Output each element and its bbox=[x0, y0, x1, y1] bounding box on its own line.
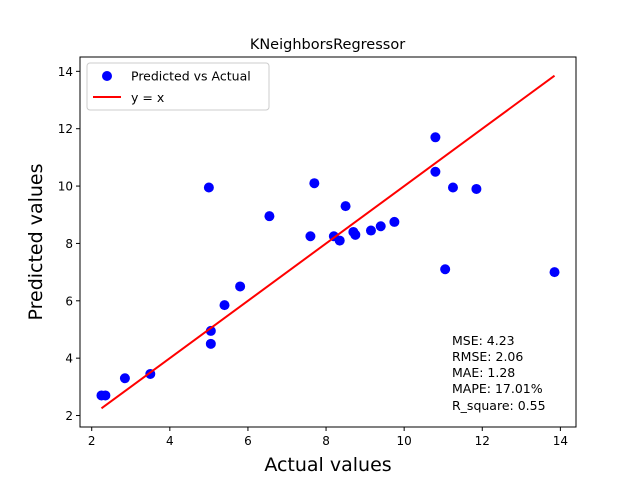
data-point bbox=[205, 338, 216, 349]
y-axis-label: Predicted values bbox=[25, 163, 47, 320]
legend-marker-scatter bbox=[102, 71, 112, 81]
legend-label-scatter: Predicted vs Actual bbox=[131, 69, 251, 84]
y-tick-label: 4 bbox=[65, 352, 73, 366]
x-axis-ticks: 2 4 6 8 10 12 14 bbox=[88, 427, 568, 448]
metrics-annotation: MSE: 4.23 RMSE: 2.06 MAE: 1.28 MAPE: 17.… bbox=[452, 333, 546, 413]
y-tick-label: 2 bbox=[65, 409, 73, 423]
plot-area bbox=[79, 56, 577, 428]
chart-title: KNeighborsRegressor bbox=[250, 37, 405, 53]
data-point bbox=[350, 229, 361, 240]
data-point bbox=[471, 183, 482, 194]
data-point bbox=[205, 325, 216, 336]
data-point bbox=[219, 300, 230, 311]
x-tick-label: 12 bbox=[475, 434, 490, 448]
data-point bbox=[309, 178, 320, 189]
x-tick-label: 6 bbox=[244, 434, 252, 448]
chart-marks bbox=[96, 74, 560, 410]
legend-label-line: y = x bbox=[131, 90, 164, 105]
y-tick-label: 12 bbox=[58, 122, 73, 136]
y-tick-label: 10 bbox=[58, 180, 73, 194]
x-tick-label: 8 bbox=[322, 434, 330, 448]
metric-mae: MAE: 1.28 bbox=[452, 365, 515, 380]
data-point bbox=[235, 281, 246, 292]
data-point bbox=[549, 267, 560, 278]
metric-rmse: RMSE: 2.06 bbox=[452, 349, 523, 364]
metric-r-square: R_square: 0.55 bbox=[452, 398, 546, 413]
x-tick-label: 2 bbox=[88, 434, 96, 448]
identity-line bbox=[100, 74, 556, 410]
data-point bbox=[440, 264, 451, 275]
data-point bbox=[305, 231, 316, 242]
legend: Predicted vs Actual y = x bbox=[86, 62, 270, 111]
data-point bbox=[375, 221, 386, 232]
data-point bbox=[430, 166, 441, 177]
data-point bbox=[334, 235, 345, 246]
legend-frame bbox=[86, 62, 270, 111]
y-tick-label: 6 bbox=[65, 294, 73, 308]
data-point bbox=[119, 373, 130, 384]
y-axis-ticks: 2 4 6 8 10 12 14 bbox=[58, 65, 80, 423]
x-tick-label: 10 bbox=[397, 434, 412, 448]
x-axis-label: Actual values bbox=[264, 454, 391, 476]
data-point bbox=[389, 216, 400, 227]
y-tick-label: 8 bbox=[65, 237, 73, 251]
metric-mse: MSE: 4.23 bbox=[452, 333, 515, 348]
x-tick-label: 14 bbox=[553, 434, 568, 448]
data-point bbox=[100, 390, 111, 401]
data-point bbox=[430, 132, 441, 143]
axes-frame bbox=[79, 56, 577, 428]
data-point bbox=[203, 182, 214, 193]
data-point bbox=[264, 211, 275, 222]
data-point bbox=[365, 225, 376, 236]
metric-mape: MAPE: 17.01% bbox=[452, 381, 543, 396]
y-tick-label: 14 bbox=[58, 65, 73, 79]
data-point bbox=[340, 201, 351, 212]
data-point bbox=[447, 182, 458, 193]
x-tick-label: 4 bbox=[166, 434, 174, 448]
